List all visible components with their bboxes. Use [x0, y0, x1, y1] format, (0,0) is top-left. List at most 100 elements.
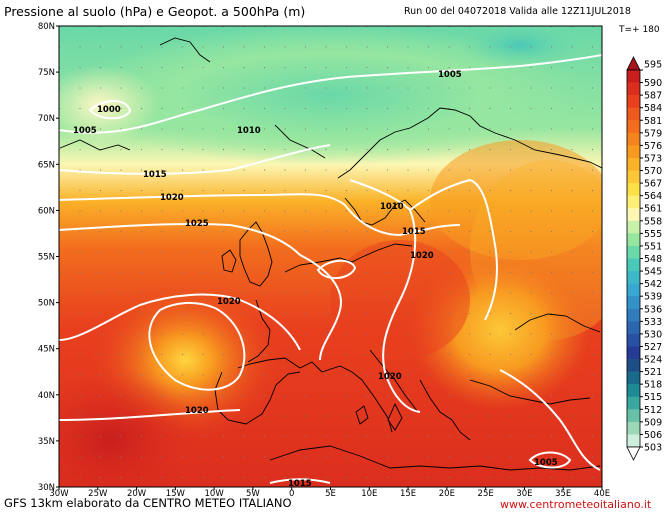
longitude-label: 40E [594, 489, 610, 499]
colorbar-label: 539 [644, 292, 662, 303]
isobar-label: 1015 [288, 479, 312, 489]
latitude-label: 55N [38, 253, 55, 263]
colorbar-swatch [627, 271, 640, 284]
colorbar-swatch [627, 396, 640, 410]
colorbar-swatch [627, 170, 640, 184]
colorbar-label: 555 [644, 229, 662, 240]
colorbar-swatch [627, 434, 640, 448]
colorbar-swatch [627, 371, 640, 385]
colorbar-label: 512 [644, 405, 662, 416]
isobar-label: 1025 [185, 219, 209, 229]
isobar-labels: 1005 1000 1005 1010 1015 1020 1025 1010 … [73, 70, 558, 489]
longitude-label: 10W [205, 489, 225, 499]
colorbar-top-arrow [626, 56, 641, 71]
isobar-label: 1010 [380, 202, 404, 212]
isobar-label: 1020 [160, 193, 184, 203]
longitude-label: 25W [88, 489, 108, 499]
colorbar-swatch [627, 95, 640, 108]
isobar-label: 1005 [73, 126, 97, 136]
colorbar-label: 584 [644, 103, 662, 114]
colorbar-swatch [627, 183, 640, 196]
colorbar-swatch [627, 296, 640, 310]
colorbar-label: 542 [644, 279, 662, 290]
longitude-labels: 30W 25W 20W 15W 10W 5W 0 5E 10E 15E 20E 25E 30E 35E 40… [49, 489, 610, 499]
colorbar-label: 527 [644, 342, 662, 353]
colorbar-label: 533 [644, 317, 662, 328]
colorbar-swatch [627, 157, 640, 171]
colorbar-swatch [627, 245, 640, 259]
colorbar-label: 561 [644, 204, 662, 215]
longitude-label: 30W [49, 489, 69, 499]
latitude-label: 65N [38, 160, 55, 170]
latitude-label: 75N [38, 68, 55, 78]
colorbar-label: 590 [644, 78, 662, 89]
latitude-label: 30N [38, 483, 55, 493]
colorbar-label: 530 [644, 329, 662, 340]
isobars [59, 54, 602, 484]
longitude-label: 10E [361, 489, 377, 499]
colorbar-swatch [627, 384, 640, 398]
forecast-timestep: T=+ 180 [619, 25, 660, 35]
colorbar-label: 524 [644, 355, 662, 366]
colorbar-label: 570 [644, 166, 662, 177]
colorbar-label: 558 [644, 216, 662, 227]
map-title: Pressione al suolo (hPa) e Geopot. a 500… [4, 4, 306, 19]
colorbar-label: 573 [644, 153, 662, 164]
colorbar-label: 595 [644, 60, 662, 71]
coastlines [59, 37, 602, 471]
colorbar-label: 509 [644, 417, 662, 428]
latitude-label: 80N [38, 22, 55, 32]
colorbar-label: 521 [644, 367, 662, 378]
model-credit: GFS 13km elaborato da CENTRO METEO ITALI… [4, 496, 292, 510]
colorbar-swatch [627, 220, 640, 234]
latitude-label: 60N [38, 206, 55, 216]
isobar-label: 1020 [217, 297, 241, 307]
longitude-label: 5E [325, 489, 336, 499]
longitude-label: 20W [127, 489, 147, 499]
colorbar-label: 564 [644, 191, 662, 202]
longitude-label: 15E [400, 489, 416, 499]
isobar-label: 1005 [534, 458, 558, 468]
run-info: Run 00 del 04072018 Valida alle 12Z11JUL… [404, 6, 631, 17]
colorbar-swatch [627, 308, 640, 322]
latitude-label: 50N [38, 299, 55, 309]
colorbar-label: 506 [644, 430, 662, 441]
longitude-label: 15W [166, 489, 186, 499]
colorbar-label: 579 [644, 128, 662, 139]
isobar-label: 1020 [185, 406, 209, 416]
latitude-label: 40N [38, 391, 55, 401]
colorbar-label: 545 [644, 267, 662, 278]
isobar-label: 1000 [97, 105, 121, 115]
isobar-label: 1020 [410, 251, 434, 261]
colorbar-label: 518 [644, 380, 662, 391]
longitude-label: 5W [246, 489, 260, 499]
colorbar-label: 536 [644, 304, 662, 315]
colorbar-label: 551 [644, 241, 662, 252]
colorbar-swatch [627, 333, 640, 347]
latitude-label: 35N [38, 437, 55, 447]
colorbar-label: 503 [644, 443, 662, 454]
latitude-labels: 80N 75N 70N 65N 60N 55N 50N 45N 40N 35N 30N [38, 22, 55, 493]
colorbar-label: 567 [644, 179, 662, 190]
isobar-label: 1015 [143, 170, 167, 180]
isobar-label: 1010 [237, 126, 261, 136]
colorbar-swatch [627, 346, 640, 360]
colorbar-swatch [627, 132, 640, 146]
colorbar-label: 581 [644, 116, 662, 127]
isobar-label: 1020 [378, 372, 402, 382]
longitude-ticks [58, 487, 603, 490]
colorbar-label: 548 [644, 254, 662, 265]
longitude-label: 20E [439, 489, 455, 499]
colorbar-swatch [627, 258, 640, 272]
colorbar-bottom-arrow [626, 446, 641, 461]
longitude-label: 35E [555, 489, 571, 499]
website-link[interactable]: www.centrometeoitaliano.it [500, 498, 652, 511]
colorbar-swatch [627, 82, 640, 96]
longitude-label: 30E [516, 489, 532, 499]
colorbar-swatch [627, 195, 640, 209]
latitude-ticks [56, 25, 59, 488]
colorbar-swatch [627, 208, 640, 222]
colorbar-swatch [627, 421, 640, 435]
colorbar-swatch [627, 321, 640, 335]
